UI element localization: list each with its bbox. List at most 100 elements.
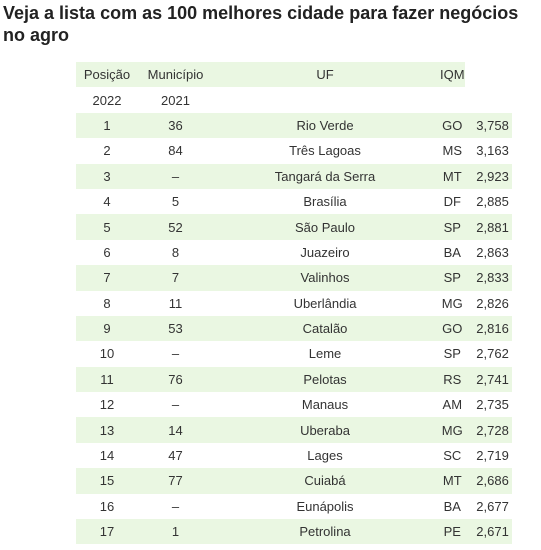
- city-cell: Manaus: [301, 397, 349, 413]
- city-cell: Catalão: [213, 315, 437, 342]
- uf-cell: MT: [437, 468, 465, 494]
- city-cell: Uberaba: [213, 417, 437, 443]
- position-2022-cell: 1: [76, 112, 138, 139]
- iqm-cell: 2,816: [464, 315, 512, 342]
- table-row: 12 – Manaus AM 2,735: [76, 392, 512, 417]
- uf-cell: AM: [442, 397, 463, 413]
- position-2021-cell: 77: [138, 468, 213, 494]
- position-2022-cell: 6: [103, 244, 111, 260]
- position-2021-cell: 7: [138, 265, 213, 291]
- uf-cell: PE: [437, 519, 465, 545]
- uf-cell: DF: [443, 194, 461, 210]
- position-2022-cell: 12: [99, 397, 115, 413]
- position-2022-cell: 10: [99, 346, 115, 362]
- table-row: 1 36 Rio Verde GO 3,758: [76, 112, 512, 139]
- subheader-row: 2022 2021: [76, 87, 512, 112]
- position-2021-cell: 76: [138, 366, 213, 393]
- city-cell: São Paulo: [213, 214, 437, 240]
- uf-cell: MG: [437, 417, 465, 443]
- uf-cell: SC: [443, 448, 462, 464]
- header-year-2022: 2022: [92, 92, 122, 108]
- position-2021-cell: 1: [138, 519, 213, 545]
- position-2021-cell: –: [138, 163, 213, 189]
- table-row: 16 – Eunápolis BA 2,677: [76, 494, 512, 519]
- table-row: 11 76 Pelotas RS 2,741: [76, 366, 512, 393]
- position-2021-cell: 47: [168, 448, 183, 464]
- uf-cell: GO: [437, 112, 465, 139]
- iqm-cell: 2,677: [476, 498, 509, 514]
- position-2022-cell: 5: [76, 214, 138, 240]
- iqm-cell: 3,163: [476, 143, 509, 159]
- iqm-cell: 2,686: [464, 468, 512, 494]
- city-cell: Juazeiro: [300, 244, 350, 260]
- iqm-cell: 3,758: [464, 112, 512, 139]
- header-iqm: IQM: [437, 62, 465, 88]
- uf-cell: SP: [437, 214, 465, 240]
- table-row: 17 1 Petrolina PE 2,671: [76, 519, 512, 545]
- header-row: Posição Município UF IQM: [76, 62, 512, 88]
- position-2021-cell: –: [171, 346, 180, 362]
- position-2021-cell: 53: [138, 315, 213, 342]
- uf-cell: BA: [443, 498, 461, 514]
- table-row: 6 8 Juazeiro BA 2,863: [76, 240, 512, 265]
- table-row: 5 52 São Paulo SP 2,881: [76, 214, 512, 240]
- iqm-cell: 2,735: [476, 397, 509, 413]
- position-2021-cell: –: [171, 498, 180, 514]
- position-2022-cell: 3: [76, 163, 138, 189]
- iqm-cell: 2,885: [476, 194, 509, 210]
- city-cell: Petrolina: [213, 519, 437, 545]
- header-posicao: Posição: [76, 62, 138, 88]
- subheader-empty-cell: [437, 87, 465, 112]
- uf-cell: SP: [443, 346, 461, 362]
- iqm-cell: 2,741: [464, 366, 512, 393]
- city-cell: Lages: [307, 448, 343, 464]
- position-2021-cell: 36: [138, 112, 213, 139]
- header-municipio: Município: [138, 62, 213, 88]
- table-row: 14 47 Lages SC 2,719: [76, 443, 512, 468]
- header-empty-cell: [465, 62, 512, 87]
- position-2021-cell: –: [171, 397, 180, 413]
- position-2021-cell: 11: [168, 295, 183, 311]
- city-cell: Pelotas: [213, 366, 437, 393]
- iqm-cell: 2,923: [464, 163, 512, 189]
- subheader-empty-cell: [465, 87, 512, 112]
- position-2022-cell: 8: [103, 295, 111, 311]
- iqm-cell: 2,826: [476, 295, 509, 311]
- table-row: 15 77 Cuiabá MT 2,686: [76, 468, 512, 494]
- table-row: 10 – Leme SP 2,762: [76, 341, 512, 366]
- page-title: Veja a lista com as 100 melhores cidade …: [3, 3, 519, 45]
- position-2022-cell: 16: [99, 498, 115, 514]
- iqm-cell: 2,719: [476, 448, 509, 464]
- city-cell: Leme: [308, 346, 342, 362]
- uf-cell: MS: [442, 143, 463, 159]
- uf-cell: BA: [443, 244, 461, 260]
- uf-cell: GO: [437, 315, 465, 342]
- table-row: 3– Tangará da Serra MT 2,923: [76, 163, 512, 189]
- city-cell: Uberlândia: [293, 295, 357, 311]
- position-2022-cell: 7: [76, 265, 138, 291]
- position-2022-cell: 15: [76, 468, 138, 494]
- position-2022-cell: 17: [76, 519, 138, 545]
- header-year-2021: 2021: [161, 92, 190, 108]
- position-2021-cell: 8: [171, 244, 180, 260]
- ranking-table: Posição Município UF IQM 2022 2021 1 36 Ri…: [76, 62, 512, 545]
- table-row: 13 14 Uberaba MG 2,728: [76, 417, 512, 443]
- iqm-cell: 2,863: [476, 244, 509, 260]
- position-2022-cell: 2: [103, 143, 111, 159]
- header-uf: UF: [213, 62, 437, 88]
- city-cell: Tangará da Serra: [213, 163, 437, 189]
- position-2021-cell: 5: [171, 194, 180, 210]
- iqm-cell: 2,833: [464, 265, 512, 291]
- position-2022-cell: 4: [103, 194, 111, 210]
- position-2022-cell: 14: [99, 448, 115, 464]
- table-row: 8 11 Uberlândia MG 2,826: [76, 291, 512, 316]
- position-2022-cell: 13: [76, 417, 138, 443]
- iqm-cell: 2,762: [476, 346, 509, 362]
- iqm-cell: 2,671: [464, 519, 512, 545]
- city-cell: Cuiabá: [213, 468, 437, 494]
- position-2021-cell: 14: [138, 417, 213, 443]
- uf-cell: MT: [437, 163, 465, 189]
- table-row: 4 5 Brasília DF 2,885: [76, 189, 512, 214]
- table-row: 9 53 Catalão GO 2,816: [76, 315, 512, 342]
- city-cell: Três Lagoas: [289, 143, 361, 159]
